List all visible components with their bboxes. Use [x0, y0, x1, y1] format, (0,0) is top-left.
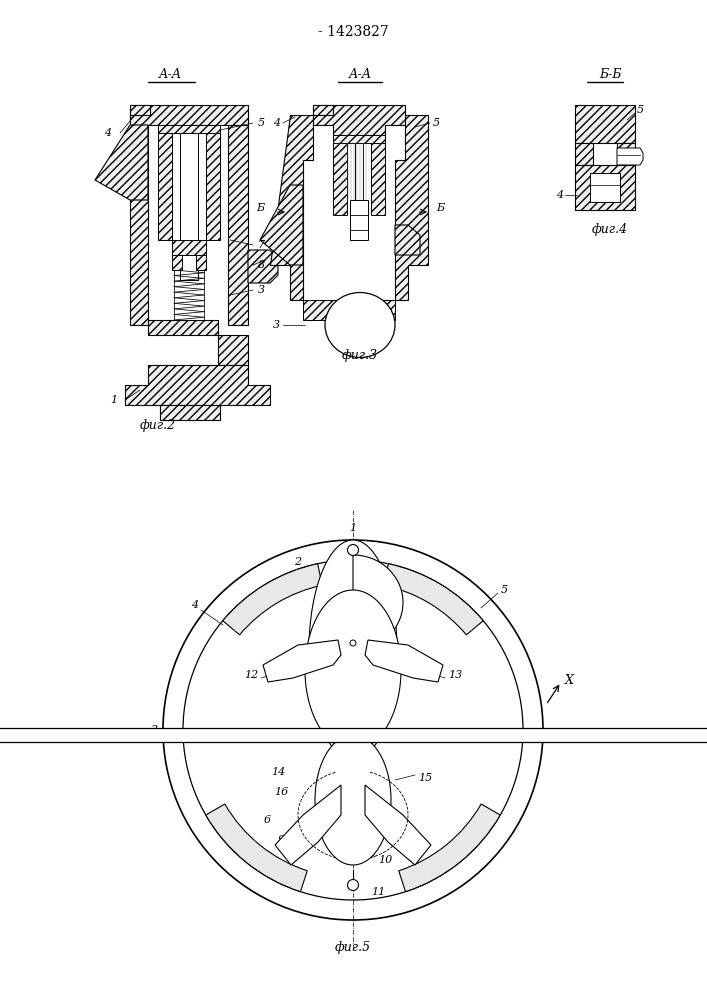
Polygon shape	[617, 143, 635, 165]
Polygon shape	[338, 715, 368, 745]
Text: фиг.2: фиг.2	[140, 418, 176, 432]
Polygon shape	[130, 115, 148, 325]
Polygon shape	[172, 255, 182, 270]
Polygon shape	[395, 225, 420, 255]
Circle shape	[348, 544, 358, 556]
Text: 5: 5	[433, 118, 440, 128]
Text: 7: 7	[258, 240, 265, 250]
Polygon shape	[270, 115, 313, 300]
Polygon shape	[303, 300, 395, 320]
Text: 3: 3	[273, 320, 280, 330]
Polygon shape	[617, 148, 643, 165]
Polygon shape	[315, 735, 391, 865]
Polygon shape	[365, 785, 431, 865]
Text: фиг.4: фиг.4	[592, 224, 628, 236]
Text: 2: 2	[294, 557, 301, 567]
Polygon shape	[371, 135, 385, 215]
Text: 9: 9	[278, 835, 285, 845]
Wedge shape	[223, 564, 322, 635]
Text: 4: 4	[191, 600, 198, 610]
Polygon shape	[228, 115, 248, 325]
Polygon shape	[353, 550, 403, 650]
Text: X: X	[565, 674, 574, 686]
Circle shape	[183, 560, 523, 900]
Text: 3: 3	[258, 285, 265, 295]
Text: 16: 16	[274, 787, 288, 797]
Text: Б: Б	[436, 203, 444, 213]
Polygon shape	[130, 105, 248, 125]
Text: у: у	[606, 728, 613, 742]
Text: 1: 1	[110, 395, 117, 405]
Text: 5: 5	[501, 585, 508, 595]
Polygon shape	[590, 173, 620, 202]
Text: 13: 13	[448, 670, 462, 680]
Text: 8: 8	[258, 260, 265, 270]
Polygon shape	[395, 115, 428, 300]
Polygon shape	[575, 105, 635, 143]
Ellipse shape	[325, 292, 395, 358]
Text: А-А: А-А	[349, 68, 372, 82]
Text: 1: 1	[349, 523, 356, 533]
Polygon shape	[158, 125, 172, 240]
Text: 5: 5	[637, 105, 644, 115]
Text: 15: 15	[418, 773, 432, 783]
Polygon shape	[172, 240, 206, 255]
Text: - 1423827: - 1423827	[317, 25, 388, 39]
Polygon shape	[160, 405, 220, 420]
Polygon shape	[196, 255, 206, 270]
Polygon shape	[275, 785, 341, 865]
Polygon shape	[350, 200, 368, 240]
Polygon shape	[365, 640, 443, 682]
Text: 12: 12	[244, 670, 258, 680]
Polygon shape	[313, 105, 333, 115]
Polygon shape	[309, 540, 397, 760]
Text: 6: 6	[264, 815, 271, 825]
Polygon shape	[148, 320, 218, 335]
Polygon shape	[305, 590, 401, 750]
Polygon shape	[575, 143, 593, 165]
Circle shape	[350, 640, 356, 646]
Polygon shape	[333, 135, 347, 215]
Polygon shape	[263, 640, 341, 682]
Polygon shape	[130, 105, 150, 115]
Polygon shape	[575, 165, 635, 210]
Text: 4: 4	[273, 118, 280, 128]
Text: 4: 4	[556, 190, 563, 200]
Text: А-А: А-А	[158, 68, 182, 82]
Text: 5: 5	[258, 118, 265, 128]
Circle shape	[348, 880, 358, 890]
Polygon shape	[333, 135, 385, 143]
Text: 4: 4	[105, 128, 112, 138]
Polygon shape	[313, 105, 405, 135]
Polygon shape	[95, 125, 148, 200]
Text: 3: 3	[151, 725, 158, 735]
Text: фиг.5: фиг.5	[335, 942, 371, 954]
Text: 10: 10	[378, 855, 392, 865]
Wedge shape	[206, 804, 308, 892]
Wedge shape	[384, 564, 483, 635]
Polygon shape	[0, 728, 707, 742]
Polygon shape	[125, 365, 270, 405]
Text: Б: Б	[256, 203, 264, 213]
Polygon shape	[260, 185, 303, 265]
Text: 14: 14	[271, 767, 285, 777]
Circle shape	[163, 540, 543, 920]
Polygon shape	[158, 125, 220, 133]
Polygon shape	[218, 335, 248, 365]
Text: фиг.3: фиг.3	[342, 349, 378, 361]
Text: Б-Б: Б-Б	[599, 68, 621, 82]
Text: 11: 11	[371, 887, 385, 897]
Polygon shape	[206, 125, 220, 240]
Wedge shape	[399, 804, 501, 892]
Polygon shape	[248, 250, 278, 283]
